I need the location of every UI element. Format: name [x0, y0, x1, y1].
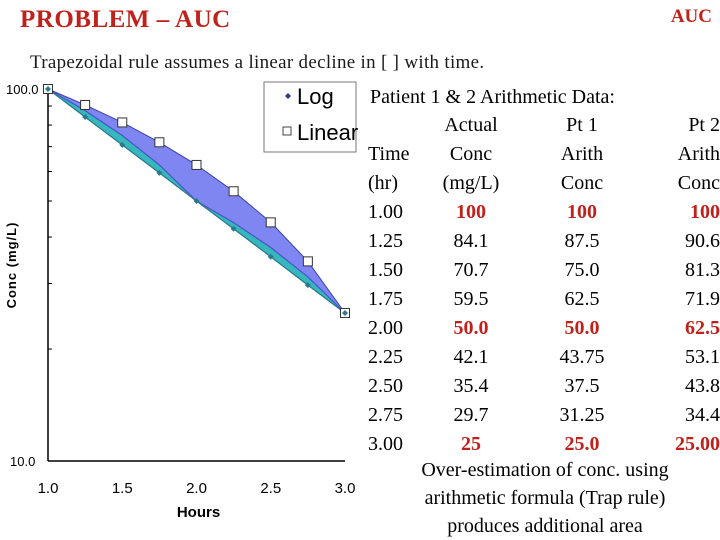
- table-cell: Arith: [560, 143, 604, 165]
- table-cell: 50.0: [453, 317, 489, 339]
- table-cell: 3.00: [368, 433, 403, 455]
- legend-log-label: Log: [297, 84, 334, 109]
- series-linear-marker: [191, 159, 202, 170]
- table-cell: 2.75: [368, 404, 403, 426]
- table-cell: 100: [690, 201, 720, 223]
- table-cell: 31.25: [559, 404, 605, 426]
- y-axis-label: Conc (mg/L): [4, 222, 19, 309]
- table-cell: 1.75: [368, 288, 403, 310]
- table-cell: 50.0: [564, 317, 600, 339]
- table-cell: 1.50: [368, 259, 403, 281]
- table-cell: 70.7: [453, 259, 489, 281]
- table-cell: Pt 1: [566, 114, 598, 136]
- series-linear-marker: [117, 117, 128, 128]
- series-log-marker: [342, 309, 348, 316]
- table-cell: 2.25: [368, 346, 403, 368]
- series-linear-marker: [154, 137, 165, 148]
- table-cell: 100: [456, 201, 486, 223]
- table-cell: Conc: [677, 172, 720, 194]
- series-linear-marker: [302, 256, 313, 267]
- table-cell: 81.3: [685, 259, 720, 281]
- table-cell: 35.4: [453, 375, 489, 397]
- x-tick-label: 2.5: [260, 480, 281, 497]
- series-linear-marker: [265, 217, 276, 228]
- series-log-marker: [304, 282, 311, 289]
- table-cell: 90.6: [685, 230, 720, 252]
- y-tick-label: 10.0: [10, 454, 35, 469]
- table-cell: 62.5: [564, 288, 600, 310]
- table-cell: 34.4: [685, 404, 720, 426]
- legend-log-marker: [285, 93, 291, 99]
- auc-chart: 100.0 10.01.0 1.5 2.0 2.5 3.0 Hours Conc (mg/L)…: [4, 81, 358, 521]
- series-log-marker: [119, 142, 126, 149]
- series-log-marker: [45, 86, 51, 92]
- slide-subtitle: Trapezoidal rule assumes a linear declin…: [30, 52, 485, 73]
- table-cell: 75.0: [564, 259, 600, 281]
- table-cell: 43.8: [685, 375, 720, 397]
- x-tick-label: 1.0: [38, 480, 59, 497]
- table-cell: Time: [368, 143, 410, 165]
- table-cell: 43.75: [559, 346, 605, 368]
- table-cell: (mg/L): [442, 172, 500, 194]
- series-linear-marker: [80, 99, 91, 110]
- table-cell: Conc: [449, 143, 493, 165]
- table-cell: 25.00: [675, 433, 720, 455]
- note-line-3: produces additional area: [447, 515, 643, 537]
- table-cell: 2.00: [368, 317, 403, 339]
- series-log-marker: [230, 225, 237, 232]
- table-cell: 59.5: [453, 288, 489, 310]
- table-cell: 29.7: [453, 404, 489, 426]
- series-linear-marker: [228, 186, 239, 197]
- table-cell: 62.5: [685, 317, 720, 339]
- table-cell: 37.5: [564, 375, 600, 397]
- table-cell: (hr): [368, 172, 398, 194]
- table-cell: 84.1: [453, 230, 489, 252]
- table-heading: Patient 1 & 2 Arithmetic Data:: [370, 86, 615, 108]
- table-cell: 25: [461, 433, 481, 455]
- series-log-marker: [267, 253, 274, 260]
- corner-label: AUC: [670, 6, 712, 27]
- table-cell: 53.1: [685, 346, 720, 368]
- series-log-marker: [82, 113, 89, 120]
- table-cell: Conc: [560, 172, 604, 194]
- legend-linear-label: Linear: [297, 120, 358, 145]
- note-text: Over-estimation of conc. using arithmeti…: [372, 456, 718, 540]
- x-tick-label: 1.5: [112, 480, 133, 497]
- x-tick-label: 2.0: [186, 480, 207, 497]
- table-cell: 100: [567, 201, 597, 223]
- table-cell: 42.1: [453, 346, 489, 368]
- x-axis-label: Hours: [177, 504, 220, 521]
- table-cell: 71.9: [685, 288, 720, 310]
- table-cell: 87.5: [564, 230, 600, 252]
- note-line-1: Over-estimation of conc. using: [421, 459, 669, 481]
- series-log-marker: [156, 169, 163, 176]
- table-cell: Pt 2: [688, 114, 720, 136]
- slide-title: PROBLEM – AUC: [20, 6, 231, 33]
- series-log-marker: [193, 197, 200, 204]
- table-cell: Actual: [444, 114, 498, 136]
- table-cell: 25.0: [564, 433, 600, 455]
- legend-linear-marker: [282, 126, 292, 136]
- table-cell: 1.00: [368, 201, 403, 223]
- note-line-2: arithmetic formula (Trap rule): [424, 487, 666, 509]
- y-tick-label: 100.0: [6, 82, 39, 97]
- legend-box: [263, 81, 357, 153]
- table-cell: 1.25: [368, 230, 403, 252]
- table-cell: Arith: [677, 143, 720, 165]
- x-tick-label: 3.0: [335, 480, 356, 497]
- table-cell: 2.50: [368, 375, 403, 397]
